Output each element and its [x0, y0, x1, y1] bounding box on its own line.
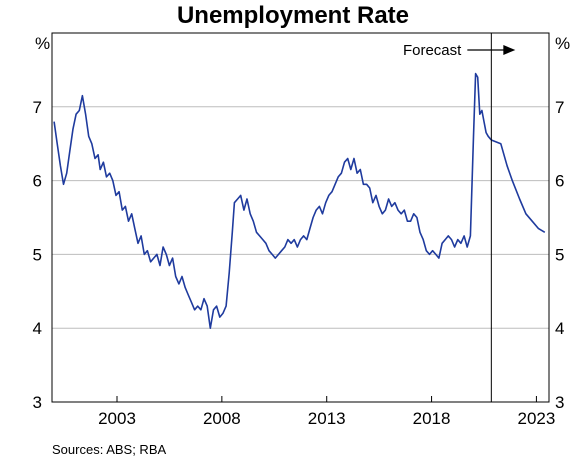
source-note: Sources: ABS; RBA [52, 442, 167, 457]
y-tick-label-left: 5 [33, 245, 42, 264]
y-axis-unit-left: % [35, 34, 50, 53]
y-tick-label-left: 4 [33, 319, 42, 338]
y-tick-label-right: 6 [555, 172, 564, 191]
y-tick-label-right: 7 [555, 98, 564, 117]
x-tick-label: 2013 [308, 409, 346, 428]
chart-title: Unemployment Rate [176, 2, 410, 29]
y-tick-label-left: 6 [33, 172, 42, 191]
x-tick-label: 2008 [203, 409, 241, 428]
y-tick-label-right: 3 [555, 393, 564, 412]
series-line-actual [53, 72, 492, 330]
plot-frame [51, 32, 550, 403]
x-tick-label: 2023 [518, 409, 556, 428]
y-tick-label-left: 7 [33, 98, 42, 117]
series-lines [53, 72, 546, 330]
axis-labels: 3 3 4 4 5 5 6 6 7 7 2003 2008 2013 2018 2023 [33, 98, 565, 428]
forecast-arrowhead-icon [503, 45, 516, 55]
y-axis-unit-right: % [555, 34, 570, 53]
x-tick-label: 2018 [413, 409, 451, 428]
y-tick-label-right: 4 [555, 319, 564, 338]
gridlines [52, 106, 549, 329]
forecast-label: Forecast [403, 42, 462, 59]
x-tick-label: 2003 [98, 409, 136, 428]
y-tick-label-left: 3 [33, 393, 42, 412]
y-tick-label-right: 5 [555, 245, 564, 264]
series-line-forecast [491, 139, 546, 233]
